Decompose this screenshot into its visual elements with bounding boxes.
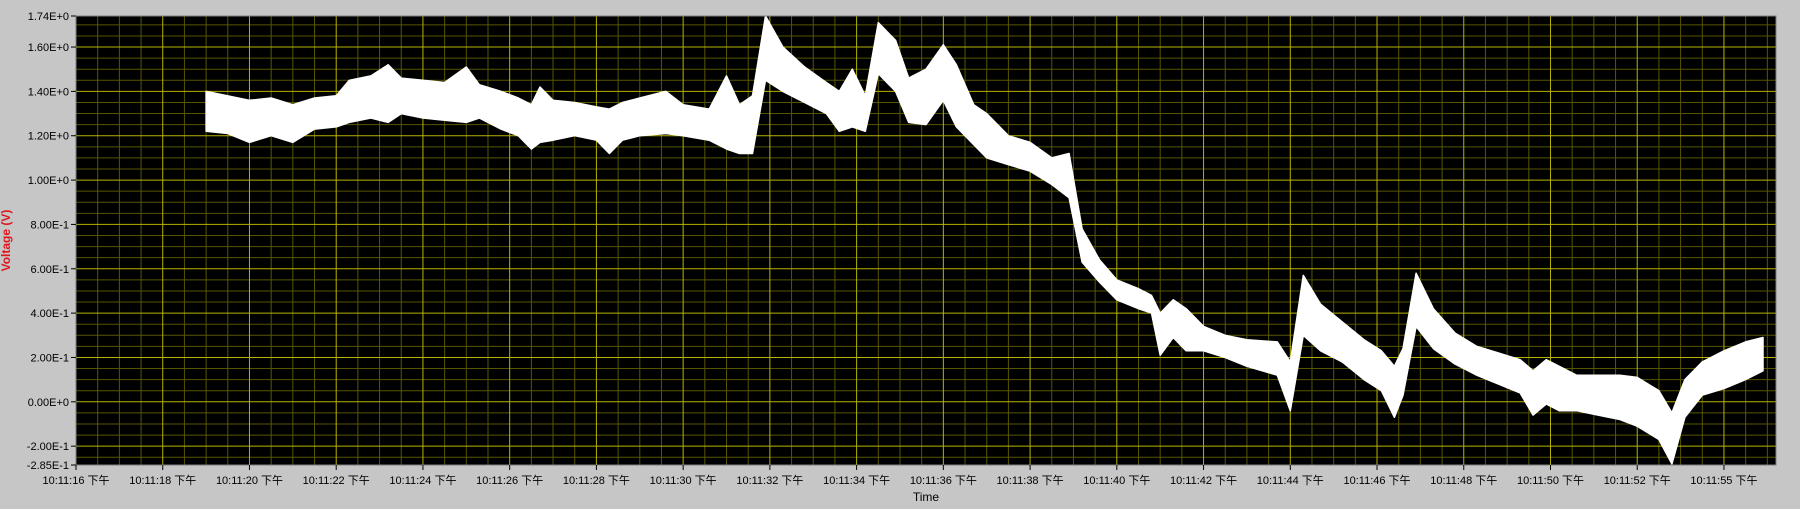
x-tick-label: 10:11:50 下午 bbox=[1517, 474, 1584, 487]
y-tick-label: 6.00E-1 bbox=[30, 264, 69, 276]
x-tick-label: 10:11:20 下午 bbox=[216, 474, 283, 487]
voltage-trace bbox=[205, 15, 1764, 465]
x-tick-label: 10:11:38 下午 bbox=[997, 474, 1064, 487]
y-tick-label: 0.00E+0 bbox=[28, 397, 69, 409]
y-tick-label: 1.60E+0 bbox=[28, 42, 69, 54]
y-tick-label: 1.00E+0 bbox=[28, 175, 69, 187]
x-tick-label: 10:11:24 下午 bbox=[389, 474, 456, 487]
x-tick-label: 10:11:32 下午 bbox=[736, 474, 803, 487]
y-axis-label: Voltage (V) bbox=[0, 210, 13, 272]
x-tick-label: 10:11:18 下午 bbox=[129, 474, 196, 487]
y-tick-label: -2.85E-1 bbox=[27, 460, 69, 472]
x-tick-label: 10:11:30 下午 bbox=[650, 474, 717, 487]
x-tick-label: 10:11:36 下午 bbox=[910, 474, 977, 487]
y-tick-label: 1.40E+0 bbox=[28, 86, 69, 98]
x-axis: 10:11:16 下午 10:11:18 下午 10:11:20 下午 10:11:2… bbox=[42, 465, 1757, 487]
y-tick-label: 4.00E-1 bbox=[30, 308, 69, 320]
x-tick-label: 10:11:26 下午 bbox=[476, 474, 543, 487]
x-tick-label: 10:11:46 下午 bbox=[1343, 474, 1410, 487]
x-tick-label: 10:11:34 下午 bbox=[823, 474, 890, 487]
x-tick-label: 10:11:48 下午 bbox=[1430, 474, 1497, 487]
y-tick-label: 1.74E+0 bbox=[28, 11, 69, 23]
x-axis-label: Time bbox=[913, 490, 940, 504]
voltage-series-envelope bbox=[205, 15, 1764, 465]
x-tick-label: 10:11:16 下午 bbox=[42, 474, 109, 487]
y-tick-label: 8.00E-1 bbox=[30, 219, 69, 231]
x-tick-label: 10:11:22 下午 bbox=[303, 474, 370, 487]
x-tick-label: 10:11:55 下午 bbox=[1690, 474, 1757, 487]
y-tick-label: -2.00E-1 bbox=[27, 441, 69, 453]
x-tick-label: 10:11:40 下午 bbox=[1083, 474, 1150, 487]
y-axis: 1.74E+0 1.60E+0 1.40E+0 1.20E+0 1.00E+0 8.00E… bbox=[27, 11, 76, 472]
y-tick-label: 2.00E-1 bbox=[30, 352, 69, 364]
x-tick-label: 10:11:42 下午 bbox=[1170, 474, 1237, 487]
x-tick-label: 10:11:44 下午 bbox=[1257, 474, 1324, 487]
x-tick-label: 10:11:28 下午 bbox=[563, 474, 630, 487]
plot-border bbox=[75, 15, 1777, 466]
y-tick-label: 1.20E+0 bbox=[28, 131, 69, 143]
x-tick-label: 10:11:52 下午 bbox=[1604, 474, 1671, 487]
